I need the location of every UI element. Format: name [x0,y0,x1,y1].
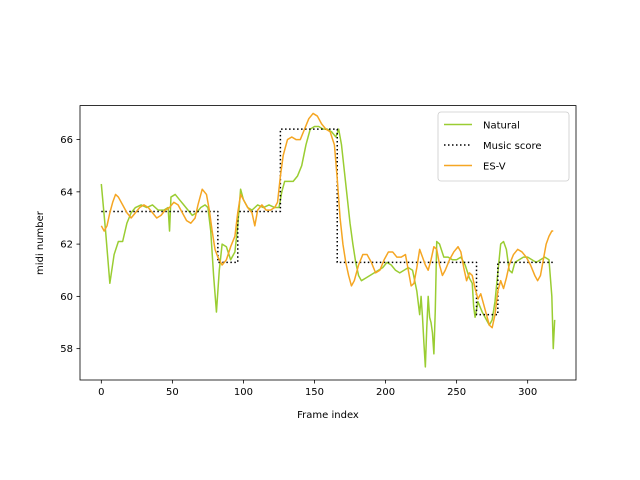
series-layer [100,112,556,368]
y-tick-label: 60 [60,292,73,303]
legend-box [437,111,570,182]
x-axis-label: Frame index [297,410,359,421]
x-tick-label: 200 [376,387,395,398]
x-tick-label: 0 [98,387,104,398]
legend-music-score-label: Music score [483,141,542,152]
series-line-es-v [100,112,554,329]
legend-es-v-label: ES-V [483,162,506,173]
x-tick-label: 300 [518,387,537,398]
x-tick-label: 100 [234,387,253,398]
y-tick-label: 64 [60,187,73,198]
x-tick-label: 150 [305,387,324,398]
y-tick-label: 58 [60,344,73,355]
y-tick-label: 66 [60,135,73,146]
y-tick-label: 62 [60,240,73,251]
x-tick-label: 250 [447,387,466,398]
x-tick-label: 50 [166,387,179,398]
plot-frame [79,105,577,381]
y-axis-label: midi number [35,210,46,275]
legend-natural-label: Natural [483,121,520,132]
series-line-natural [100,125,556,368]
y-ticks: 58 60 62 64 66 [60,135,80,355]
x-ticks: 0 50 100 150 200 250 300 [98,380,537,398]
legend: Natural Music score ES-V [437,111,570,182]
